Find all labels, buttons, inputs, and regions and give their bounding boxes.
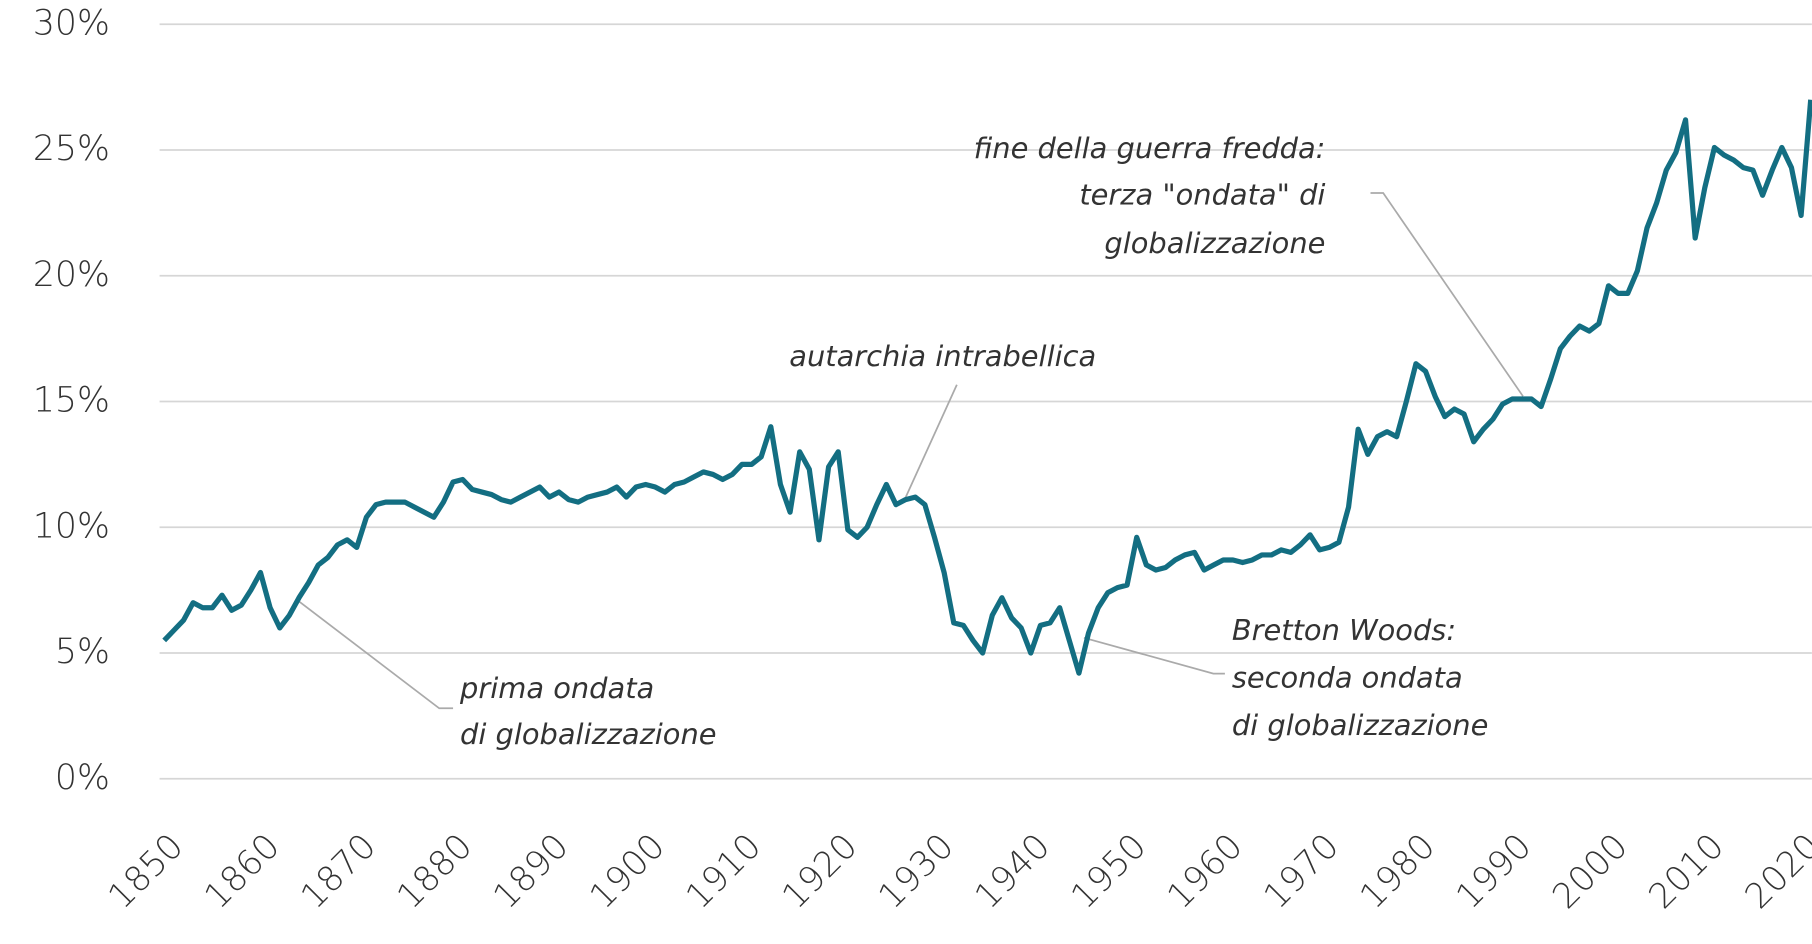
y-tick-label: 15% (33, 381, 110, 421)
annotation: fine della guerra fredda: (974, 131, 1326, 165)
y-tick-label: 0% (55, 758, 110, 798)
y-tick-label: 20% (33, 255, 110, 295)
x-tick-label: 2020 (1738, 826, 1812, 917)
annotation: autarchia intrabellica (789, 339, 1096, 373)
leader-line (297, 600, 454, 710)
grid (159, 23, 1812, 780)
annotation: seconda ondata (1232, 660, 1463, 694)
x-tick-label: 1950 (1064, 826, 1155, 917)
annotations: prima ondata di globalizzazione autarchi… (459, 131, 1488, 751)
y-tick-label: 10% (33, 506, 110, 546)
leaders (297, 192, 1524, 710)
x-tick-label: 1870 (293, 826, 384, 917)
data-line (162, 99, 1812, 676)
x-tick-label: 1890 (486, 826, 577, 917)
y-tick-label: 25% (33, 129, 110, 169)
x-tick-label: 2000 (1545, 826, 1636, 917)
y-tick-label: 5% (55, 632, 110, 672)
x-tick-label: 2010 (1641, 826, 1732, 917)
x-tick-label: 1930 (871, 826, 962, 917)
annotation: globalizzazione (1104, 226, 1325, 260)
leader-line (1370, 192, 1524, 397)
x-tick-label: 1940 (967, 826, 1058, 917)
annotation: di globalizzazione (460, 717, 717, 751)
x-tick-label: 1860 (197, 826, 288, 917)
annotation: terza "ondata" di (1079, 177, 1325, 211)
x-tick-label: 1920 (775, 826, 866, 917)
x-tick-label: 1900 (582, 826, 673, 917)
annotation: Bretton Woods: (1232, 613, 1456, 647)
y-tick-label: 30% (33, 3, 110, 43)
x-tick-label: 1850 (101, 826, 192, 917)
x-tick-label: 1960 (1160, 826, 1251, 917)
x-tick-label: 1880 (390, 826, 481, 917)
x-tick-label: 1970 (1256, 826, 1347, 917)
leader-line (1083, 636, 1225, 675)
x-tick-label: 1980 (1353, 826, 1444, 917)
x-tick-label: 1990 (1449, 826, 1540, 917)
annotation: prima ondata (459, 671, 654, 705)
annotation: di globalizzazione (1232, 708, 1489, 742)
x-tick-label: 1910 (679, 826, 770, 917)
leader-line (904, 384, 958, 500)
